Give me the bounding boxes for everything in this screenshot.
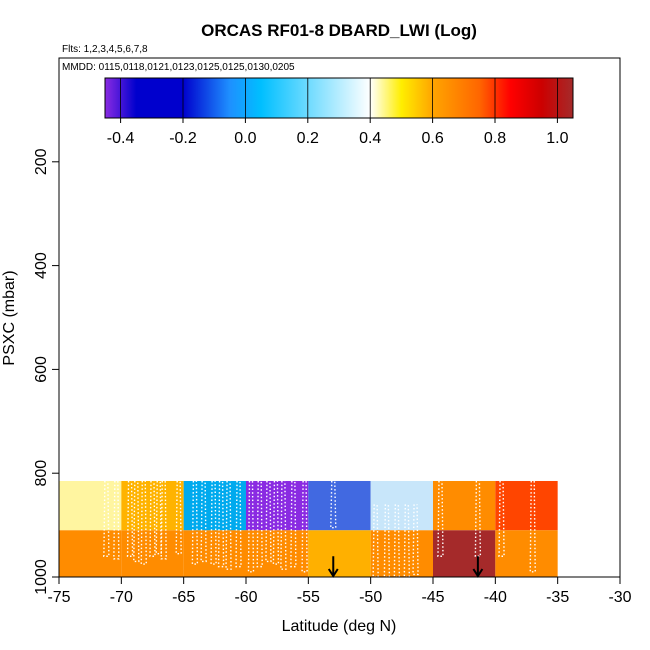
x-tick-label: -40 xyxy=(484,589,507,606)
flight-profile xyxy=(272,480,280,565)
heatmap-cell xyxy=(121,530,184,577)
heatmap-cell xyxy=(495,480,558,531)
flight-profile xyxy=(155,480,162,555)
flight-profile xyxy=(437,480,444,557)
x-tick-label: -60 xyxy=(234,589,257,606)
x-tick-label: -30 xyxy=(608,589,631,606)
heatmap-cell xyxy=(246,530,309,577)
colorbar-frame xyxy=(104,77,574,119)
flight-profile xyxy=(529,480,536,573)
flight-profile xyxy=(217,480,225,568)
flight-profile xyxy=(256,480,263,568)
colorbar-tick-label: -0.4 xyxy=(107,130,135,147)
flight-profile xyxy=(210,480,217,565)
heatmap-cell xyxy=(308,530,371,577)
colorbar-tick-label: -0.2 xyxy=(169,130,197,147)
x-tick-label: -75 xyxy=(47,589,70,606)
flight-profile xyxy=(247,480,255,573)
colorbar-gradient xyxy=(105,78,573,118)
y-axis-label: PSXC (mbar) xyxy=(1,270,18,365)
heatmap-cell xyxy=(59,480,122,531)
arrows xyxy=(327,556,484,578)
plot-area: -75 -70 -65 -60 -55 -50 -45 -40 -35 -30 200 400 600 8… xyxy=(33,57,632,606)
x-tick-label: -50 xyxy=(359,589,382,606)
heatmap-cell xyxy=(183,530,246,577)
heatmap-cell xyxy=(121,480,184,531)
colorbar-tick-label: 0.0 xyxy=(234,130,256,147)
heatmap-cell xyxy=(370,480,433,531)
arrow-head xyxy=(327,568,339,578)
y-tick-label: 1000 xyxy=(33,559,50,595)
flight-profile xyxy=(191,480,199,565)
y-tick-label: 200 xyxy=(33,148,50,175)
flight-profile xyxy=(225,480,232,570)
arrow-head xyxy=(472,568,484,578)
flight-profile xyxy=(290,480,297,568)
x-axis: -75 -70 -65 -60 -55 -50 -45 -40 -35 -30 xyxy=(47,576,632,606)
colorbar-tick-label: 0.4 xyxy=(359,130,381,147)
x-tick-label: -65 xyxy=(172,589,195,606)
colorbar-tick-label: 0.6 xyxy=(421,130,443,147)
x-tick-label: -70 xyxy=(110,589,133,606)
x-tick-label: -45 xyxy=(421,589,444,606)
y-tick-label: 600 xyxy=(33,356,50,383)
flight-profile xyxy=(280,480,287,570)
colorbar: -0.4 -0.2 0.0 0.2 0.4 0.6 0.8 1.0 xyxy=(104,77,574,147)
colorbar-tick-label: 0.2 xyxy=(297,130,319,147)
flight-profile xyxy=(235,480,242,568)
heatmap-cell xyxy=(495,530,558,577)
chart-title: ORCAS RF01-8 DBARD_LWI (Log) xyxy=(201,21,477,40)
dates-label: MMDD: 0115,0118,0121,0123,0125,0125,0130… xyxy=(62,62,295,73)
flight-profile xyxy=(140,480,147,565)
flight-profile xyxy=(498,480,505,557)
flight-profile xyxy=(149,480,156,557)
flight-profile xyxy=(301,480,308,573)
heatmap-cell xyxy=(308,480,371,531)
flight-profile xyxy=(103,480,110,557)
flight-profile xyxy=(330,480,337,529)
y-axis: 200 400 600 800 1000 xyxy=(33,148,59,595)
flight-profile xyxy=(175,480,182,555)
colorbar-tick-label: 0.8 xyxy=(484,130,506,147)
y-tick-label: 400 xyxy=(33,252,50,279)
flights-label: Flts: 1,2,3,4,5,6,7,8 xyxy=(62,44,148,55)
heatmap-cells xyxy=(59,480,558,577)
flight-profile xyxy=(126,480,134,557)
x-tick-label: -35 xyxy=(546,589,569,606)
heatmap-cell xyxy=(433,480,496,531)
colorbar-tick-label: 1.0 xyxy=(546,130,568,147)
y-tick-label: 800 xyxy=(33,460,50,487)
heatmap-cell xyxy=(59,530,122,577)
heatmap-cell xyxy=(370,530,433,577)
x-tick-label: -55 xyxy=(297,589,320,606)
x-axis-label: Latitude (deg N) xyxy=(282,618,397,635)
